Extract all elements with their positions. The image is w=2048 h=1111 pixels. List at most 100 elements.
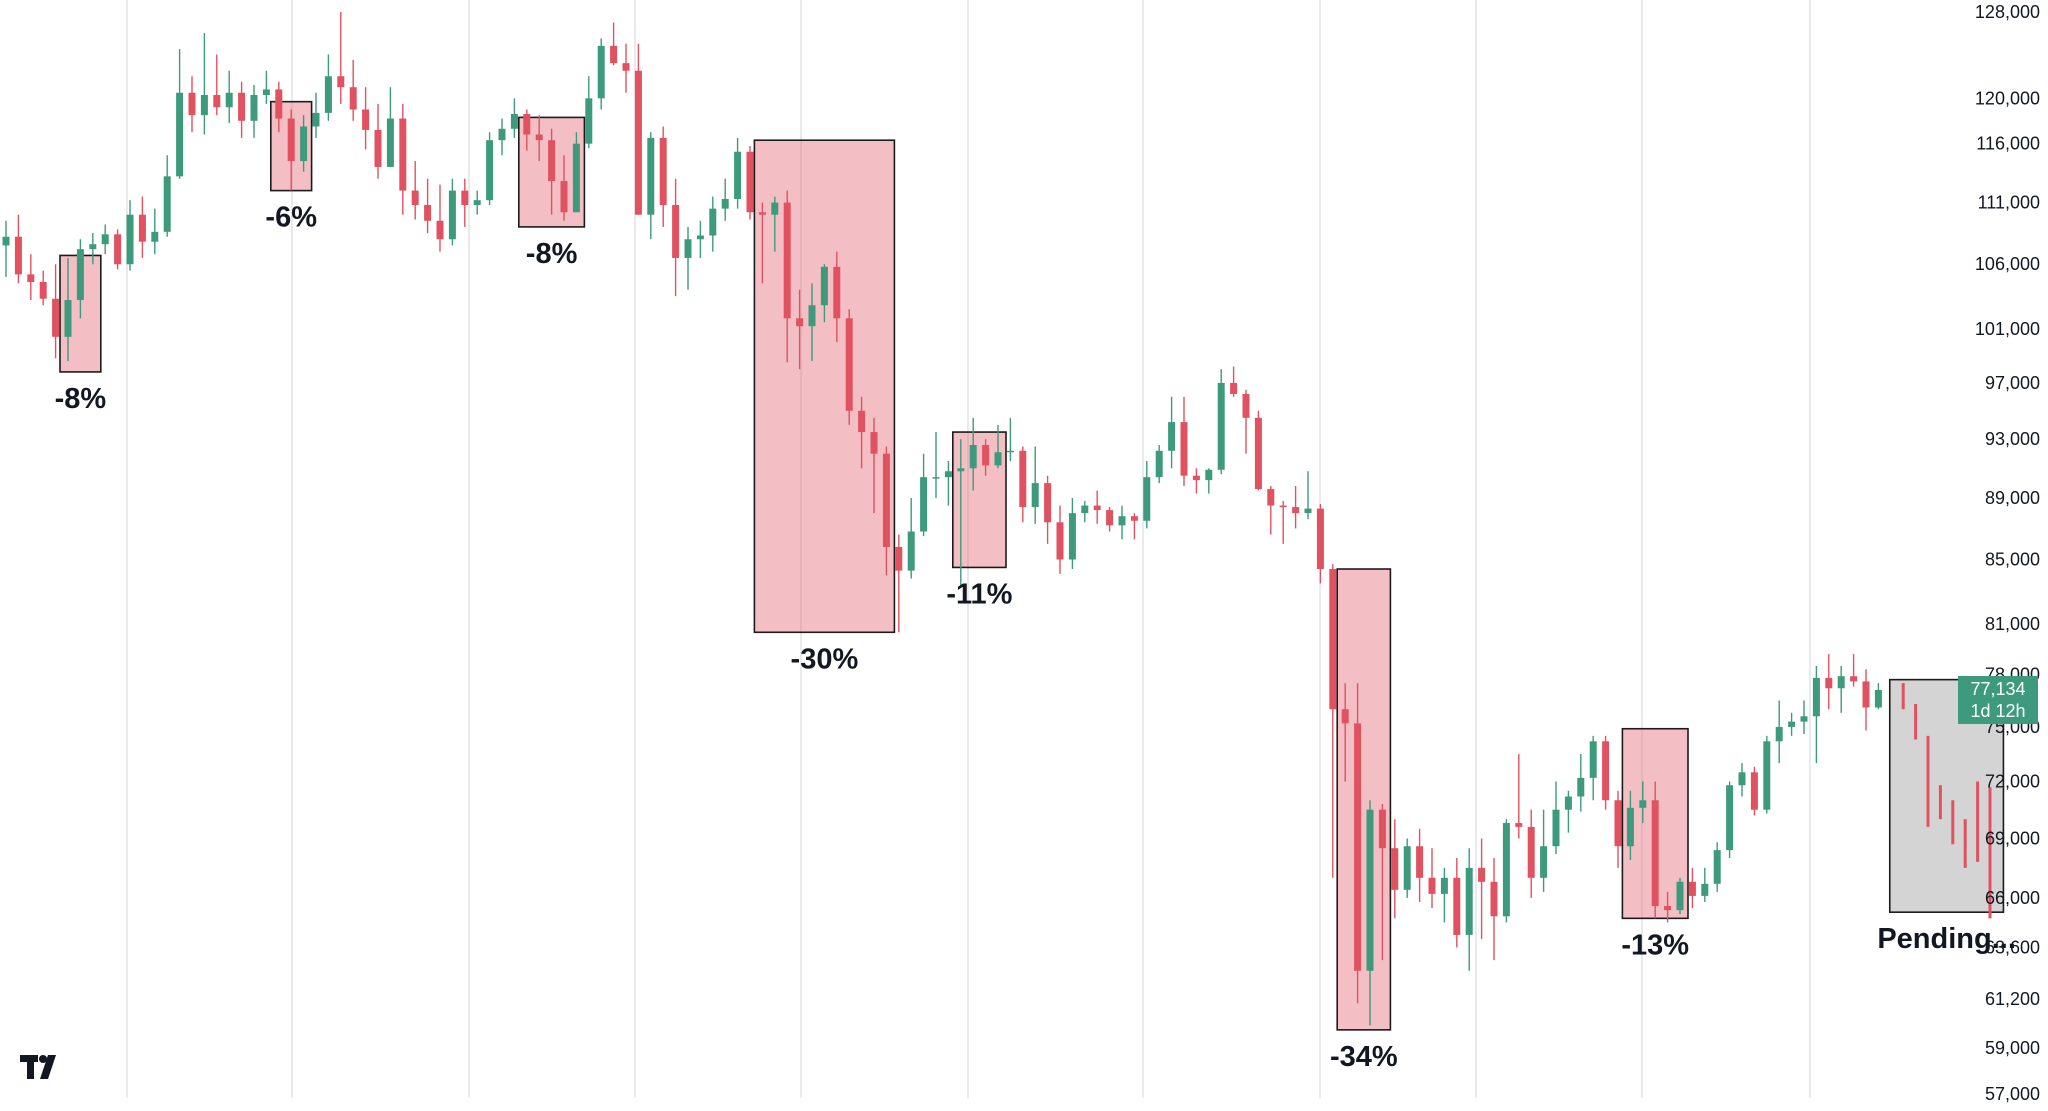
candle-body-85 xyxy=(1056,522,1064,560)
candle-95 xyxy=(1180,396,1188,487)
candle-body-33 xyxy=(411,190,419,206)
candle-body-81 xyxy=(1006,450,1014,453)
candle-46 xyxy=(572,132,580,213)
candle-body-111 xyxy=(1378,809,1386,849)
candle-102 xyxy=(1267,486,1275,535)
candle-body-100 xyxy=(1242,393,1250,418)
candle-36 xyxy=(448,178,456,246)
candle-29 xyxy=(362,87,370,150)
candle-body-75 xyxy=(932,477,940,479)
candle-111 xyxy=(1378,804,1386,961)
candle-body-18 xyxy=(225,92,233,108)
candle-76 xyxy=(944,460,952,506)
candle-82 xyxy=(1019,446,1027,523)
candle-body-64 xyxy=(796,318,804,327)
drawdown-label-7: Pending... xyxy=(1877,923,2016,955)
candle-body-61 xyxy=(758,212,766,215)
current-price-badge: 77,134 1d 12h xyxy=(1958,676,2038,724)
y-tick-label-10: 81,000 xyxy=(1985,614,2040,634)
candle-50 xyxy=(622,43,630,93)
candle-89 xyxy=(1106,507,1114,532)
candle-18 xyxy=(225,70,233,124)
candle-body-51 xyxy=(634,70,642,215)
candle-body-118 xyxy=(1465,867,1473,935)
candle-8 xyxy=(101,224,109,255)
candle-body-70 xyxy=(870,432,878,454)
candle-84 xyxy=(1044,475,1052,544)
candle-body-63 xyxy=(783,202,791,319)
candle-81 xyxy=(1006,417,1014,461)
candle-62 xyxy=(771,196,779,252)
candle-body-106 xyxy=(1316,508,1324,570)
price-axis[interactable]: 128,000 120,000 116,000 111,000 106,000 101,0… xyxy=(1975,2,2040,1104)
candle-body-78 xyxy=(969,445,977,469)
candle-body-129 xyxy=(1602,741,1610,801)
candle-71 xyxy=(882,446,890,576)
candle-112 xyxy=(1391,819,1399,919)
candle-117 xyxy=(1453,857,1461,948)
candle-body-113 xyxy=(1403,846,1411,890)
candle-124 xyxy=(1540,809,1548,892)
drawdown-box-3 xyxy=(753,139,896,634)
candle-103 xyxy=(1279,501,1287,544)
candle-body-1 xyxy=(14,236,22,275)
drawdown-boxes xyxy=(59,100,2005,1031)
candle-body-44 xyxy=(548,140,556,182)
candle-body-121 xyxy=(1502,823,1510,917)
candle-97 xyxy=(1205,468,1213,494)
candle-body-119 xyxy=(1478,867,1486,882)
candle-88 xyxy=(1093,490,1101,524)
candle-35 xyxy=(436,184,444,252)
candle-body-55 xyxy=(684,239,692,258)
candle-body-6 xyxy=(76,249,84,301)
candle-149 xyxy=(1850,654,1858,687)
candle-body-35 xyxy=(436,220,444,240)
candle-body-99 xyxy=(1230,382,1238,394)
candle-body-116 xyxy=(1440,877,1448,894)
y-tick-label-8: 89,000 xyxy=(1985,488,2040,508)
candle-85 xyxy=(1056,505,1064,574)
candle-body-71 xyxy=(882,453,890,548)
candle-92 xyxy=(1143,460,1151,529)
candle-body-49 xyxy=(610,45,618,64)
candle-27 xyxy=(337,12,345,104)
candle-body-79 xyxy=(982,445,990,466)
candle-body-112 xyxy=(1391,848,1399,890)
candle-body-149 xyxy=(1850,676,1858,682)
candle-body-140 xyxy=(1738,772,1746,786)
candle-body-105 xyxy=(1304,508,1312,514)
candle-body-42 xyxy=(523,114,531,135)
candle-123 xyxy=(1527,809,1535,898)
candle-body-31 xyxy=(386,118,394,167)
candle-55 xyxy=(684,226,692,290)
candle-7 xyxy=(89,233,97,265)
candle-body-126 xyxy=(1564,796,1572,810)
candle-28 xyxy=(349,59,357,121)
candle-body-89 xyxy=(1106,510,1114,526)
candle-20 xyxy=(250,85,258,138)
candle-body-90 xyxy=(1118,516,1126,526)
candle-6 xyxy=(76,239,84,319)
candle-body-2 xyxy=(27,274,35,283)
tradingview-logo-icon[interactable] xyxy=(18,1052,66,1082)
candle-body-7 xyxy=(89,244,97,250)
candle-body-134 xyxy=(1664,906,1672,911)
candle-body-125 xyxy=(1552,809,1560,847)
candle-body-141 xyxy=(1750,772,1758,810)
candle-98 xyxy=(1217,369,1225,475)
candle-body-72 xyxy=(895,547,903,571)
candle-25 xyxy=(312,92,320,138)
candle-21 xyxy=(262,70,270,104)
y-tick-label-2: 116,000 xyxy=(1976,134,2040,154)
candle-body-114 xyxy=(1416,846,1424,878)
candle-75 xyxy=(932,432,940,499)
candle-87 xyxy=(1081,501,1089,523)
candle-24 xyxy=(300,115,308,172)
candle-body-0 xyxy=(2,236,10,246)
candle-body-142 xyxy=(1763,741,1771,810)
candle-body-94 xyxy=(1168,422,1176,451)
candle-body-133 xyxy=(1651,800,1659,907)
candle-body-144 xyxy=(1788,721,1796,727)
